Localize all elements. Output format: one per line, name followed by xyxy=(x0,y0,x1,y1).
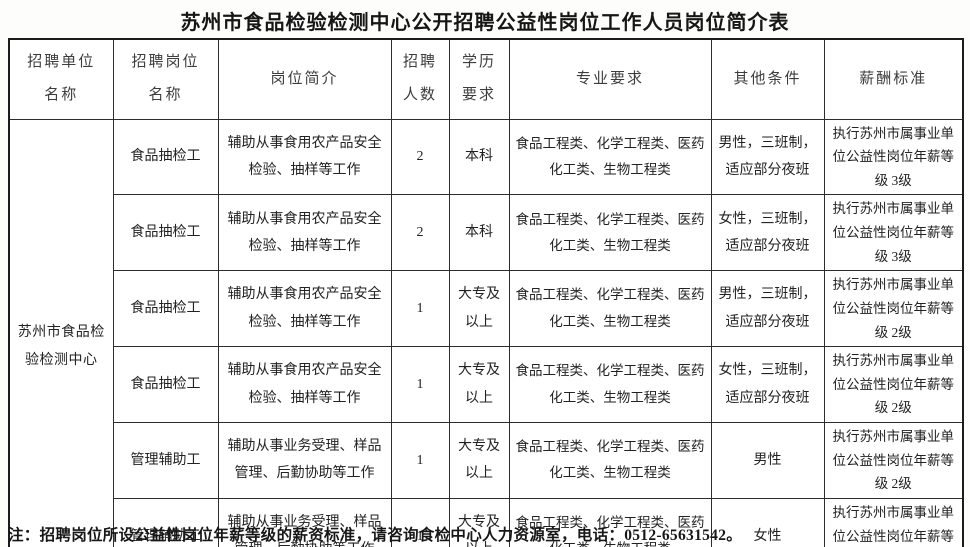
page-title: 苏州市食品检验检测中心公开招聘公益性岗位工作人员岗位简介表 xyxy=(180,12,790,34)
description-cell: 辅助从事食用农产品安全检验、抽样等工作 xyxy=(217,194,392,272)
header-row: 招聘单位 名称 招聘岗位 名称 岗位简介 招聘 人数 学历 要求 专业要求 其他… xyxy=(8,38,964,120)
table-row: 食品抽检工 辅助从事食用农产品安全检验、抽样等工作 1 大专及以上 食品工程类、… xyxy=(9,270,964,348)
other-conditions-cell: 男性 xyxy=(710,422,825,499)
major-cell: 食品工程类、化学工程类、医药化工类、生物工程类 xyxy=(508,270,712,348)
headcount-cell: 2 xyxy=(390,194,450,272)
other-conditions-cell: 男性，三班制，适应部分夜班 xyxy=(710,118,825,196)
job-positions-table: 招聘单位 名称 招聘岗位 名称 岗位简介 招聘 人数 学历 要求 专业要求 其他… xyxy=(8,38,964,547)
header-other-conditions: 其他条件 xyxy=(710,38,825,120)
headcount-cell: 2 xyxy=(390,118,450,196)
major-cell: 食品工程类、化学工程类、医药化工类、生物工程类 xyxy=(508,497,712,547)
headcount-cell: 1 xyxy=(390,270,450,348)
major-cell: 食品工程类、化学工程类、医药化工类、生物工程类 xyxy=(508,422,712,499)
other-conditions-cell: 男性，三班制，适应部分夜班 xyxy=(710,270,825,348)
major-cell: 食品工程类、化学工程类、医药化工类、生物工程类 xyxy=(508,118,712,196)
headcount-cell: 1 xyxy=(390,497,450,547)
other-conditions-cell: 女性 xyxy=(710,497,825,547)
header-education: 学历 要求 xyxy=(448,38,510,120)
unit-name-cell: 苏州市食品检验检测中心 xyxy=(8,118,114,547)
header-headcount: 招聘 人数 xyxy=(390,38,450,120)
education-cell: 大专及以上 xyxy=(448,346,510,423)
position-cell: 管理辅助工 xyxy=(112,497,219,547)
table-row: 食品抽检工 辅助从事食用农产品安全检验、抽样等工作 1 大专及以上 食品工程类、… xyxy=(9,346,964,423)
description-cell: 辅助从事业务受理、样品管理、后勤协助等工作 xyxy=(217,422,392,499)
header-position-name: 招聘岗位 名称 xyxy=(112,38,219,120)
header-unit-name: 招聘单位 名称 xyxy=(8,38,114,120)
other-conditions-cell: 女性，三班制，适应部分夜班 xyxy=(710,194,825,272)
description-cell: 辅助从事食用农产品安全检验、抽样等工作 xyxy=(217,346,392,423)
position-cell: 食品抽检工 xyxy=(112,346,219,423)
headcount-cell: 1 xyxy=(390,422,450,499)
position-cell: 食品抽检工 xyxy=(112,270,219,348)
salary-cell: 执行苏州市属事业单位公益性岗位年薪等级 3级 xyxy=(823,118,964,196)
description-cell: 辅助从事业务受理、样品管理、后勤协助等工作 xyxy=(217,497,392,547)
header-major-requirement: 专业要求 xyxy=(508,38,712,120)
position-cell: 食品抽检工 xyxy=(112,118,219,196)
table-row: 食品抽检工 辅助从事食用农产品安全检验、抽样等工作 2 本科 食品工程类、化学工… xyxy=(9,194,964,272)
salary-cell: 执行苏州市属事业单位公益性岗位年薪等级 2级 xyxy=(823,270,964,348)
position-cell: 食品抽检工 xyxy=(112,194,219,272)
footer-note: 注：招聘岗位所设公益性岗位年薪等级的薪资标准，请咨询食检中心人力资源室，电话：0… xyxy=(8,527,743,544)
header-job-description: 岗位简介 xyxy=(217,38,392,120)
table-row: 苏州市食品检验检测中心 食品抽检工 辅助从事食用农产品安全检验、抽样等工作 2 … xyxy=(8,118,964,547)
education-cell: 大专及以上 xyxy=(448,422,510,499)
education-cell: 大专及以上 xyxy=(448,270,510,348)
table-row: 管理辅助工 辅助从事业务受理、样品管理、后勤协助等工作 1 大专及以上 食品工程… xyxy=(9,497,964,547)
other-conditions-cell: 女性，三班制，适应部分夜班 xyxy=(710,346,825,423)
headcount-cell: 1 xyxy=(390,346,450,423)
table-row: 管理辅助工 辅助从事业务受理、样品管理、后勤协助等工作 1 大专及以上 食品工程… xyxy=(9,422,964,499)
description-cell: 辅助从事食用农产品安全检验、抽样等工作 xyxy=(217,118,392,196)
salary-cell: 执行苏州市属事业单位公益性岗位年薪等级 2级 xyxy=(823,497,964,547)
education-cell: 本科 xyxy=(448,194,510,272)
position-cell: 管理辅助工 xyxy=(112,422,219,499)
major-cell: 食品工程类、化学工程类、医药化工类、生物工程类 xyxy=(508,194,712,272)
salary-cell: 执行苏州市属事业单位公益性岗位年薪等级 2级 xyxy=(823,346,964,423)
header-salary-standard: 薪酬标准 xyxy=(823,38,964,120)
salary-cell: 执行苏州市属事业单位公益性岗位年薪等级 3级 xyxy=(823,194,964,272)
description-cell: 辅助从事食用农产品安全检验、抽样等工作 xyxy=(217,270,392,348)
salary-cell: 执行苏州市属事业单位公益性岗位年薪等级 2级 xyxy=(823,422,964,499)
major-cell: 食品工程类、化学工程类、医药化工类、生物工程类 xyxy=(508,346,712,423)
education-cell: 本科 xyxy=(448,118,510,196)
